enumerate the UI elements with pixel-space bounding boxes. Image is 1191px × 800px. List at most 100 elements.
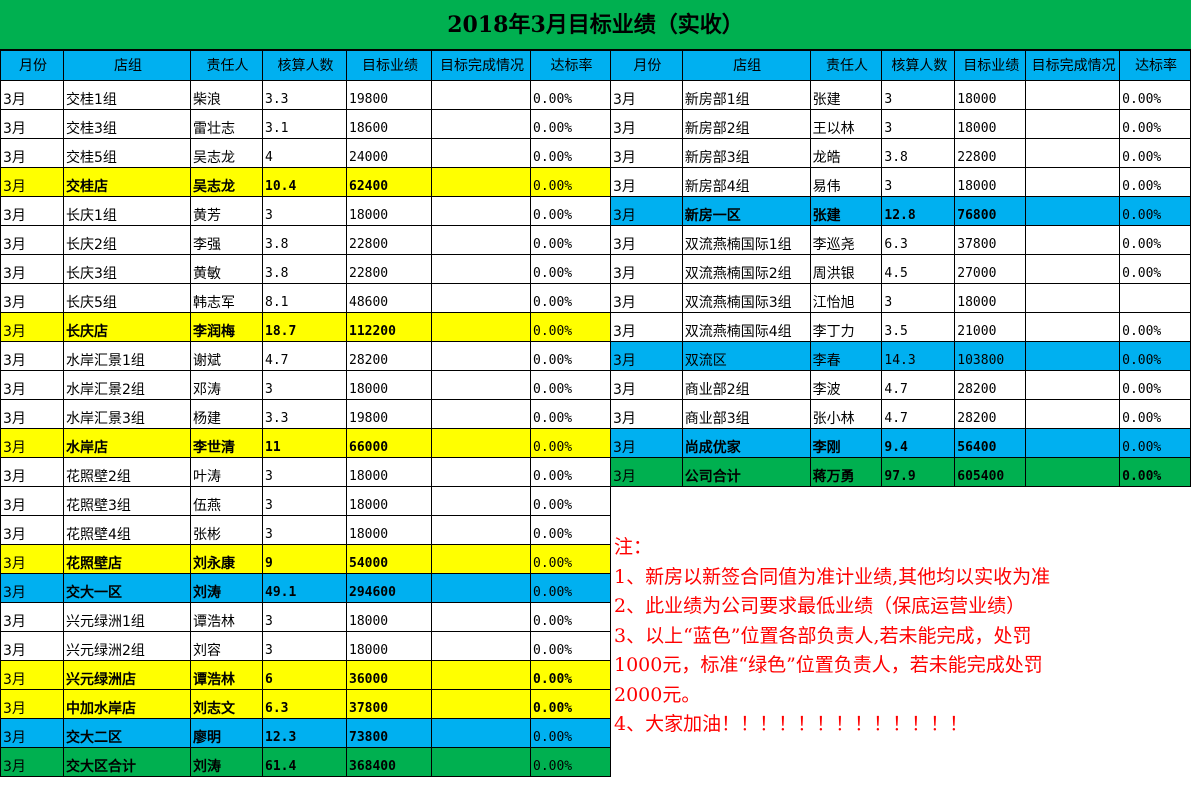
month-cell[interactable]: 3月 <box>610 138 683 168</box>
target-cell[interactable]: 66000 <box>346 428 432 458</box>
owner-cell[interactable]: 刘涛 <box>190 747 263 777</box>
target-cell[interactable]: 19800 <box>346 399 432 429</box>
column-header-target[interactable]: 目标业绩 <box>346 50 432 81</box>
target-cell[interactable]: 103800 <box>954 341 1027 371</box>
target-cell[interactable]: 18000 <box>346 370 432 400</box>
completion-cell[interactable] <box>431 138 531 168</box>
group-cell[interactable]: 水岸汇景3组 <box>63 399 191 429</box>
staff-count-cell[interactable]: 6 <box>262 660 347 690</box>
completion-cell[interactable] <box>431 660 531 690</box>
rate-cell[interactable]: 0.00% <box>530 370 611 400</box>
month-cell[interactable]: 3月 <box>610 457 683 487</box>
staff-count-cell[interactable]: 9.4 <box>881 428 956 458</box>
target-cell[interactable]: 18000 <box>346 486 432 516</box>
staff-count-cell[interactable]: 3 <box>881 283 956 313</box>
owner-cell[interactable]: 韩志军 <box>190 283 263 313</box>
completion-cell[interactable] <box>431 312 531 342</box>
completion-cell[interactable] <box>431 457 531 487</box>
month-cell[interactable]: 3月 <box>610 283 683 313</box>
owner-cell[interactable]: 李波 <box>809 370 883 400</box>
owner-cell[interactable]: 吴志龙 <box>190 167 263 197</box>
completion-cell[interactable] <box>1025 370 1121 400</box>
target-cell[interactable]: 18000 <box>346 196 432 226</box>
staff-count-cell[interactable]: 3.8 <box>262 225 347 255</box>
month-cell[interactable]: 3月 <box>610 167 683 197</box>
staff-count-cell[interactable]: 3.5 <box>881 312 956 342</box>
completion-cell[interactable] <box>1025 428 1121 458</box>
group-cell[interactable]: 兴元绿洲1组 <box>63 602 191 632</box>
rate-cell[interactable]: 0.00% <box>530 167 611 197</box>
staff-count-cell[interactable]: 3 <box>262 631 347 661</box>
staff-count-cell[interactable]: 10.4 <box>262 167 347 197</box>
target-cell[interactable]: 18000 <box>954 167 1027 197</box>
target-cell[interactable]: 19800 <box>346 80 432 110</box>
owner-cell[interactable]: 黄芳 <box>190 196 263 226</box>
staff-count-cell[interactable]: 3 <box>262 515 347 545</box>
month-cell[interactable]: 3月 <box>0 515 64 545</box>
rate-cell[interactable]: 0.00% <box>530 341 611 371</box>
month-cell[interactable]: 3月 <box>0 602 64 632</box>
completion-cell[interactable] <box>1025 341 1121 371</box>
column-header-completion[interactable]: 目标完成情况 <box>431 50 531 81</box>
group-cell[interactable]: 花照壁店 <box>63 544 191 574</box>
staff-count-cell[interactable]: 3 <box>881 109 956 139</box>
owner-cell[interactable]: 刘永康 <box>190 544 263 574</box>
owner-cell[interactable]: 叶涛 <box>190 457 263 487</box>
completion-cell[interactable] <box>431 515 531 545</box>
owner-cell[interactable]: 李世清 <box>190 428 263 458</box>
owner-cell[interactable]: 伍燕 <box>190 486 263 516</box>
owner-cell[interactable]: 易伟 <box>809 167 883 197</box>
target-cell[interactable]: 112200 <box>346 312 432 342</box>
owner-cell[interactable]: 龙皓 <box>809 138 883 168</box>
rate-cell[interactable]: 0.00% <box>1119 312 1191 342</box>
completion-cell[interactable] <box>1025 399 1121 429</box>
month-cell[interactable]: 3月 <box>610 80 683 110</box>
target-cell[interactable]: 18000 <box>346 602 432 632</box>
rate-cell[interactable]: 0.00% <box>530 486 611 516</box>
group-cell[interactable]: 交大区合计 <box>63 747 191 777</box>
target-cell[interactable]: 76800 <box>954 196 1027 226</box>
group-cell[interactable]: 水岸店 <box>63 428 191 458</box>
owner-cell[interactable]: 杨建 <box>190 399 263 429</box>
owner-cell[interactable]: 廖明 <box>190 718 263 748</box>
staff-count-cell[interactable]: 12.8 <box>881 196 956 226</box>
group-cell[interactable]: 兴元绿洲店 <box>63 660 191 690</box>
target-cell[interactable]: 28200 <box>954 399 1027 429</box>
completion-cell[interactable] <box>1025 283 1121 313</box>
owner-cell[interactable]: 张建 <box>809 80 883 110</box>
completion-cell[interactable] <box>431 747 531 777</box>
owner-cell[interactable]: 李强 <box>190 225 263 255</box>
column-header-month[interactable]: 月份 <box>610 50 683 81</box>
owner-cell[interactable]: 柴浪 <box>190 80 263 110</box>
rate-cell[interactable]: 0.00% <box>530 631 611 661</box>
column-header-rate[interactable]: 达标率 <box>530 50 611 81</box>
month-cell[interactable]: 3月 <box>0 457 64 487</box>
completion-cell[interactable] <box>1025 138 1121 168</box>
target-cell[interactable]: 28200 <box>954 370 1027 400</box>
target-cell[interactable]: 24000 <box>346 138 432 168</box>
rate-cell[interactable]: 0.00% <box>530 225 611 255</box>
staff-count-cell[interactable]: 3 <box>262 602 347 632</box>
target-cell[interactable]: 18000 <box>954 109 1027 139</box>
month-cell[interactable]: 3月 <box>0 109 64 139</box>
staff-count-cell[interactable]: 61.4 <box>262 747 347 777</box>
rate-cell[interactable]: 0.00% <box>530 515 611 545</box>
rate-cell[interactable]: 0.00% <box>530 457 611 487</box>
group-cell[interactable]: 花照壁4组 <box>63 515 191 545</box>
staff-count-cell[interactable]: 12.3 <box>262 718 347 748</box>
staff-count-cell[interactable]: 8.1 <box>262 283 347 313</box>
owner-cell[interactable]: 李刚 <box>809 428 883 458</box>
rate-cell[interactable]: 0.00% <box>1119 428 1191 458</box>
staff-count-cell[interactable]: 4.7 <box>262 341 347 371</box>
target-cell[interactable]: 18000 <box>954 283 1027 313</box>
rate-cell[interactable]: 0.00% <box>1119 399 1191 429</box>
group-cell[interactable]: 商业部2组 <box>681 370 811 400</box>
completion-cell[interactable] <box>1025 254 1121 284</box>
group-cell[interactable]: 水岸汇景2组 <box>63 370 191 400</box>
staff-count-cell[interactable]: 3.1 <box>262 109 347 139</box>
completion-cell[interactable] <box>431 167 531 197</box>
rate-cell[interactable]: 0.00% <box>1119 457 1191 487</box>
group-cell[interactable]: 商业部3组 <box>681 399 811 429</box>
month-cell[interactable]: 3月 <box>0 573 64 603</box>
rate-cell[interactable]: 0.00% <box>530 138 611 168</box>
